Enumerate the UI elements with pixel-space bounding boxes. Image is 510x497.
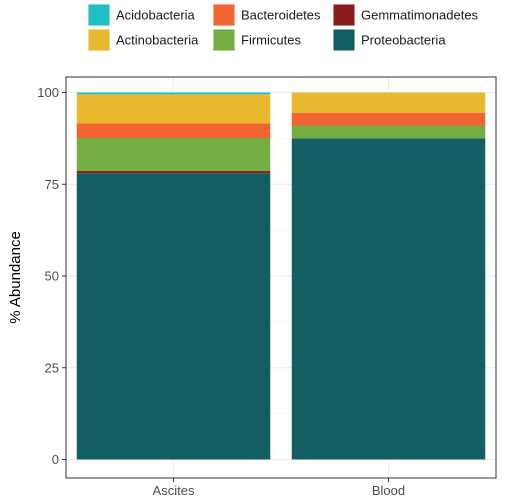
plot-area	[65, 76, 497, 479]
bar-blood-proteobacteria	[291, 138, 486, 460]
plot-border	[65, 76, 497, 479]
bar-stack-ascites	[76, 92, 271, 460]
legend-item-actinobacteria: Actinobacteria	[88, 29, 199, 51]
legend-item-firmicutes: Firmicutes	[213, 29, 301, 51]
x-axis: Ascites Blood	[153, 478, 405, 497]
bar-ascites-gemmatimonadetes	[76, 171, 271, 174]
legend-swatch	[213, 4, 235, 26]
bar-ascites-acidobacteria	[76, 92, 271, 95]
legend-swatch	[88, 4, 110, 26]
legend-label: Proteobacteria	[361, 33, 446, 48]
legend-swatch	[88, 29, 110, 51]
legend-swatch	[213, 29, 235, 51]
bar-ascites-bacteroidetes	[76, 123, 271, 139]
x-tick-label-ascites: Ascites	[153, 483, 195, 497]
bars	[76, 92, 486, 460]
bar-ascites-firmicutes	[76, 138, 271, 172]
legend-item-bacteroidetes: Bacteroidetes	[213, 4, 321, 26]
x-tick-label-blood: Blood	[372, 483, 405, 497]
legend-item-gemmatimonadetes: Gemmatimonadetes	[333, 4, 479, 26]
y-tick-label: 100	[37, 85, 59, 100]
y-tick-label: 25	[45, 360, 59, 375]
y-axis-title: % Abundance	[7, 231, 24, 324]
legend-label: Firmicutes	[241, 33, 301, 48]
bar-ascites-actinobacteria	[76, 94, 271, 124]
legend: Acidobacteria Bacteroidetes Gemmatimonadet…	[88, 4, 479, 51]
legend-swatch	[333, 29, 355, 51]
legend-label: Acidobacteria	[116, 8, 196, 23]
y-tick-label: 75	[45, 177, 59, 192]
legend-label: Bacteroidetes	[241, 8, 321, 23]
legend-swatch	[333, 4, 355, 26]
legend-label: Gemmatimonadetes	[361, 8, 479, 23]
legend-item-acidobacteria: Acidobacteria	[88, 4, 196, 26]
bar-stack-blood	[291, 92, 486, 460]
legend-item-proteobacteria: Proteobacteria	[333, 29, 446, 51]
bar-blood-actinobacteria	[291, 92, 486, 113]
y-tick-label: 0	[52, 452, 59, 467]
y-axis: 0 25 50 75 100	[37, 85, 66, 467]
bar-ascites-proteobacteria	[76, 173, 271, 460]
y-tick-label: 50	[45, 269, 59, 284]
bar-blood-bacteroidetes	[291, 112, 486, 126]
bar-blood-firmicutes	[291, 125, 486, 139]
legend-label: Actinobacteria	[116, 33, 199, 48]
